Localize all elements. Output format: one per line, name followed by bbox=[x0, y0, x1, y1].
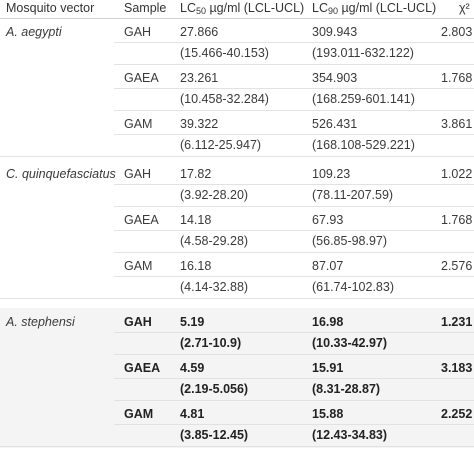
inner-rule bbox=[114, 378, 474, 379]
inner-rule bbox=[114, 332, 474, 333]
row-rule bbox=[0, 298, 474, 299]
row-rule bbox=[114, 354, 474, 355]
inner-rule bbox=[114, 88, 474, 89]
lc90-value: 87.07 bbox=[312, 259, 344, 273]
lc90-interval: (8.31-28.87) bbox=[312, 382, 381, 396]
header-sample: Sample bbox=[124, 1, 167, 15]
row-rule bbox=[114, 110, 474, 111]
sample-cell: GAM bbox=[124, 117, 153, 131]
row-rule bbox=[0, 446, 474, 447]
lc90-interval: (168.108-529.221) bbox=[312, 138, 415, 152]
lc90-value: 16.98 bbox=[312, 315, 344, 329]
header-lc50-text: LC bbox=[180, 1, 196, 15]
sample-cell: GAEA bbox=[124, 213, 159, 227]
chi-value: 1.022 bbox=[441, 167, 473, 181]
header-lc90-unit: µg/ml (LCL-UCL) bbox=[338, 1, 437, 15]
inner-rule bbox=[114, 424, 474, 425]
header-rule bbox=[0, 18, 474, 19]
sample-cell: GAH bbox=[124, 167, 152, 181]
header-lc50-sub: 50 bbox=[195, 6, 206, 16]
header-lc50-unit: µg/ml (LCL-UCL) bbox=[206, 1, 305, 15]
lc50-interval: (15.466-40.153) bbox=[180, 46, 269, 60]
chi-value: 1.231 bbox=[441, 315, 473, 329]
lc90-value: 15.88 bbox=[312, 407, 344, 421]
header-lc90-text: LC bbox=[312, 1, 328, 15]
lc50-value: 14.18 bbox=[180, 213, 212, 227]
row-rule bbox=[114, 252, 474, 253]
chi-value: 2.576 bbox=[441, 259, 473, 273]
inner-rule bbox=[114, 134, 474, 135]
lc50-value: 39.322 bbox=[180, 117, 219, 131]
lc50-interval: (10.458-32.284) bbox=[180, 92, 269, 106]
chi-value: 2.252 bbox=[441, 407, 473, 421]
sample-cell: GAEA bbox=[124, 71, 159, 85]
lc90-interval: (61.74-102.83) bbox=[312, 280, 395, 294]
lc90-interval: (168.259-601.141) bbox=[312, 92, 415, 106]
lc50-value: 4.81 bbox=[180, 407, 205, 421]
lc90-interval: (78.11-207.59) bbox=[312, 188, 394, 202]
lc50-value: 27.866 bbox=[180, 25, 219, 39]
header-chi: χ² bbox=[459, 1, 470, 15]
lc90-value: 67.93 bbox=[312, 213, 344, 227]
vector-name: A. stephensi bbox=[6, 315, 75, 329]
sample-cell: GAH bbox=[124, 25, 152, 39]
row-rule bbox=[114, 206, 474, 207]
header-lc90-sub: 90 bbox=[327, 6, 338, 16]
lc90-value: 15.91 bbox=[312, 361, 344, 375]
lc50-interval: (6.112-25.947) bbox=[180, 138, 262, 152]
lc50-interval: (2.19-5.056) bbox=[180, 382, 249, 396]
lc50-interval: (3.85-12.45) bbox=[180, 428, 249, 442]
lc90-value: 109.23 bbox=[312, 167, 351, 181]
lc50-value: 17.82 bbox=[180, 167, 212, 181]
inner-rule bbox=[114, 276, 474, 277]
header-lc90: LC90 µg/ml (LCL-UCL) bbox=[312, 1, 436, 16]
lc50-value: 4.59 bbox=[180, 361, 205, 375]
row-rule bbox=[0, 156, 474, 157]
lc90-value: 354.903 bbox=[312, 71, 358, 85]
lc50-value: 16.18 bbox=[180, 259, 212, 273]
inner-rule bbox=[114, 184, 474, 185]
lc50-value: 5.19 bbox=[180, 315, 205, 329]
vector-name: C. quinquefasciatus bbox=[6, 167, 116, 181]
lc90-interval: (193.011-632.122) bbox=[312, 46, 414, 60]
sample-cell: GAH bbox=[124, 315, 152, 329]
chi-value: 1.768 bbox=[441, 71, 473, 85]
sample-cell: GAEA bbox=[124, 361, 161, 375]
header-lc50: LC50 µg/ml (LCL-UCL) bbox=[180, 1, 304, 16]
sample-cell: GAM bbox=[124, 407, 154, 421]
row-rule bbox=[114, 400, 474, 401]
lc90-interval: (10.33-42.97) bbox=[312, 336, 388, 350]
chi-value: 3.861 bbox=[441, 117, 473, 131]
lc90-interval: (12.43-34.83) bbox=[312, 428, 388, 442]
chi-value: 3.183 bbox=[441, 361, 473, 375]
lc90-value: 309.943 bbox=[312, 25, 358, 39]
lc90-value: 526.431 bbox=[312, 117, 358, 131]
vector-name: A. aegypti bbox=[6, 25, 62, 39]
lc50-interval: (4.14-32.88) bbox=[180, 280, 249, 294]
lc50-interval: (2.71-10.9) bbox=[180, 336, 242, 350]
row-rule bbox=[114, 64, 474, 65]
lc50-interval: (4.58-29.28) bbox=[180, 234, 249, 248]
lc50-interval: (3.92-28.20) bbox=[180, 188, 249, 202]
header-vector: Mosquito vector bbox=[6, 1, 95, 15]
inner-rule bbox=[114, 230, 474, 231]
chi-value: 2.803 bbox=[441, 25, 473, 39]
inner-rule bbox=[114, 42, 474, 43]
chi-value: 1.768 bbox=[441, 213, 473, 227]
sample-cell: GAM bbox=[124, 259, 153, 273]
lc50-value: 23.261 bbox=[180, 71, 219, 85]
lc90-interval: (56.85-98.97) bbox=[312, 234, 388, 248]
